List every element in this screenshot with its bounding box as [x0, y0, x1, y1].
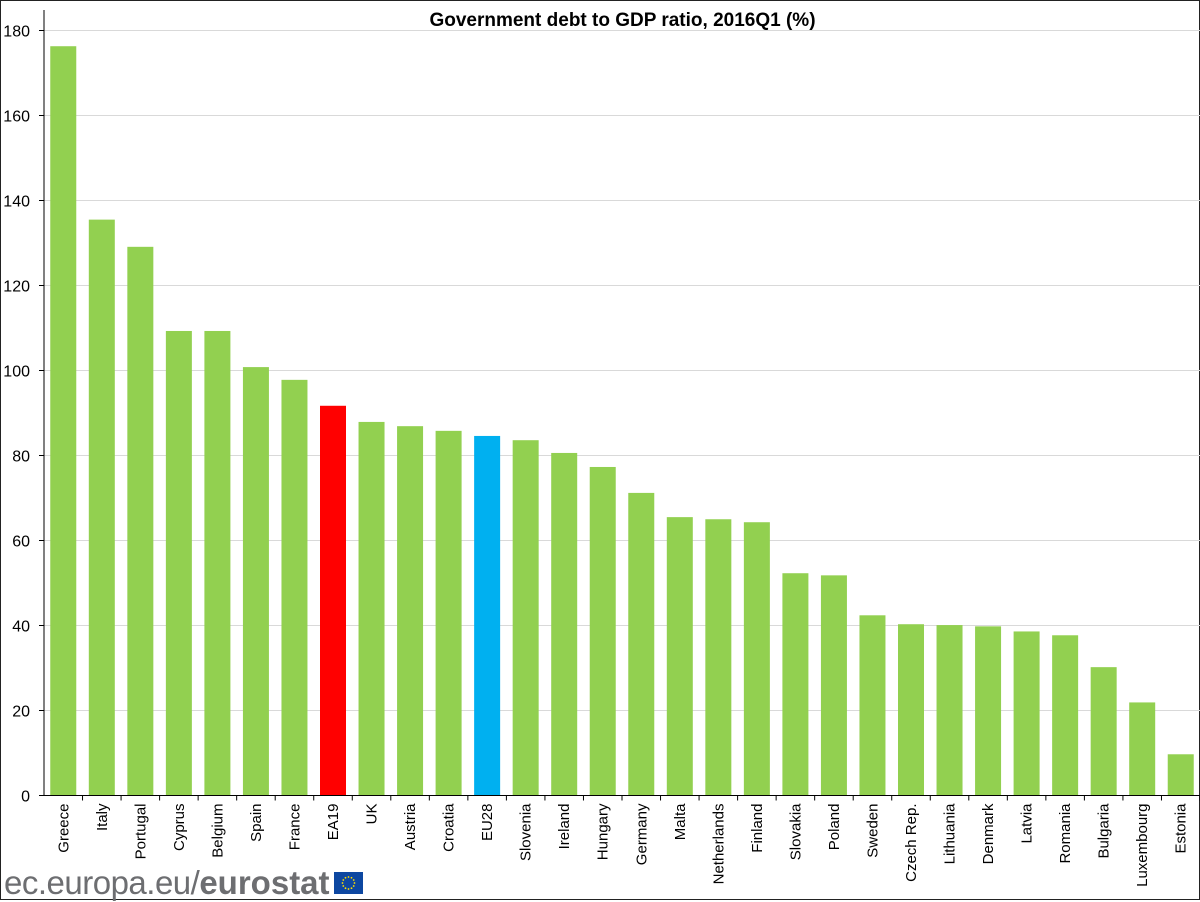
x-tick-label: Finland	[749, 804, 766, 853]
bar-germany	[628, 492, 655, 796]
bar-ea19	[320, 405, 346, 796]
x-tick-label: Austria	[402, 803, 419, 850]
x-tick-label: France	[286, 804, 303, 851]
bar-latvia	[1013, 631, 1040, 796]
bar-france	[281, 379, 308, 796]
y-tick-label: 40	[12, 619, 30, 636]
x-tick-label: Cyprus	[171, 804, 188, 852]
bar-luxembourg	[1129, 702, 1156, 796]
x-tick-label: Romania	[1057, 803, 1074, 864]
x-tick-label: EA19	[325, 804, 342, 841]
bar-bulgaria	[1090, 667, 1117, 796]
x-tick-label: Estonia	[1173, 803, 1190, 854]
y-tick-label: 0	[21, 789, 30, 806]
bar-netherlands	[705, 519, 732, 796]
logo-brand: eurostat	[199, 864, 330, 901]
x-tick-label: Lithuania	[942, 803, 959, 865]
bar-austria	[397, 426, 424, 796]
eu-flag-icon	[333, 872, 363, 894]
x-tick-label: Poland	[826, 804, 843, 851]
bar-lithuania	[936, 625, 963, 796]
x-tick-label: Malta	[672, 803, 689, 840]
bar-czech-rep-	[898, 624, 924, 796]
bar-finland	[743, 522, 770, 796]
logo-url: ec.europa.eu/	[4, 864, 200, 901]
bar-slovakia	[782, 573, 809, 796]
bar-uk	[358, 421, 385, 796]
x-tick-label: Slovakia	[787, 803, 804, 860]
x-tick-label: Ireland	[556, 804, 573, 850]
bar-cyprus	[165, 330, 192, 796]
bar-croatia	[435, 430, 462, 796]
y-tick-label: 180	[3, 24, 30, 41]
x-tick-label: Croatia	[441, 803, 458, 852]
y-tick-label: 20	[12, 704, 30, 721]
x-tick-label: Spain	[248, 804, 265, 842]
x-tick-label: Bulgaria	[1096, 803, 1113, 859]
x-tick-label: UK	[364, 804, 381, 825]
x-tick-label: Luxembourg	[1134, 804, 1151, 887]
x-tick-label: Italy	[94, 803, 111, 831]
bar-greece	[50, 46, 77, 796]
y-tick-label: 140	[3, 194, 30, 211]
bar-malta	[666, 517, 693, 796]
x-tick-label: Greece	[55, 804, 72, 853]
x-tick-label: Portugal	[132, 804, 149, 860]
bar-sweden	[859, 615, 886, 796]
bar-denmark	[975, 626, 1002, 796]
y-tick-label: 60	[12, 534, 30, 551]
y-tick-label: 100	[3, 364, 30, 381]
bar-eu28	[474, 435, 501, 796]
y-tick-label: 80	[12, 449, 30, 466]
bar-slovenia	[512, 440, 539, 796]
x-tick-label: Hungary	[595, 803, 612, 860]
x-tick-label: Czech Rep.	[903, 804, 920, 882]
x-tick-label: EU28	[479, 804, 496, 842]
bar-estonia	[1167, 754, 1194, 796]
x-tick-label: Denmark	[980, 803, 997, 864]
x-tick-label: Sweden	[864, 804, 881, 858]
bar-italy	[88, 219, 115, 796]
y-tick-label: 160	[3, 109, 30, 126]
x-tick-label: Belgium	[209, 804, 226, 858]
bar-portugal	[127, 246, 154, 796]
x-tick-label: Latvia	[1019, 803, 1036, 844]
eurostat-logo: ec.europa.eu/ eurostat	[4, 864, 363, 901]
chart-title: Government debt to GDP ratio, 2016Q1 (%)	[429, 10, 816, 31]
x-tick-label: Netherlands	[710, 804, 727, 885]
bar-ireland	[551, 452, 578, 796]
bar-poland	[820, 575, 847, 796]
bar-romania	[1052, 635, 1079, 796]
x-tick-label: Slovenia	[518, 803, 535, 861]
bar-hungary	[589, 466, 616, 796]
bar-belgium	[204, 330, 231, 796]
bar-spain	[242, 367, 269, 796]
y-tick-label: 120	[3, 279, 30, 296]
x-tick-label: Germany	[633, 803, 650, 865]
